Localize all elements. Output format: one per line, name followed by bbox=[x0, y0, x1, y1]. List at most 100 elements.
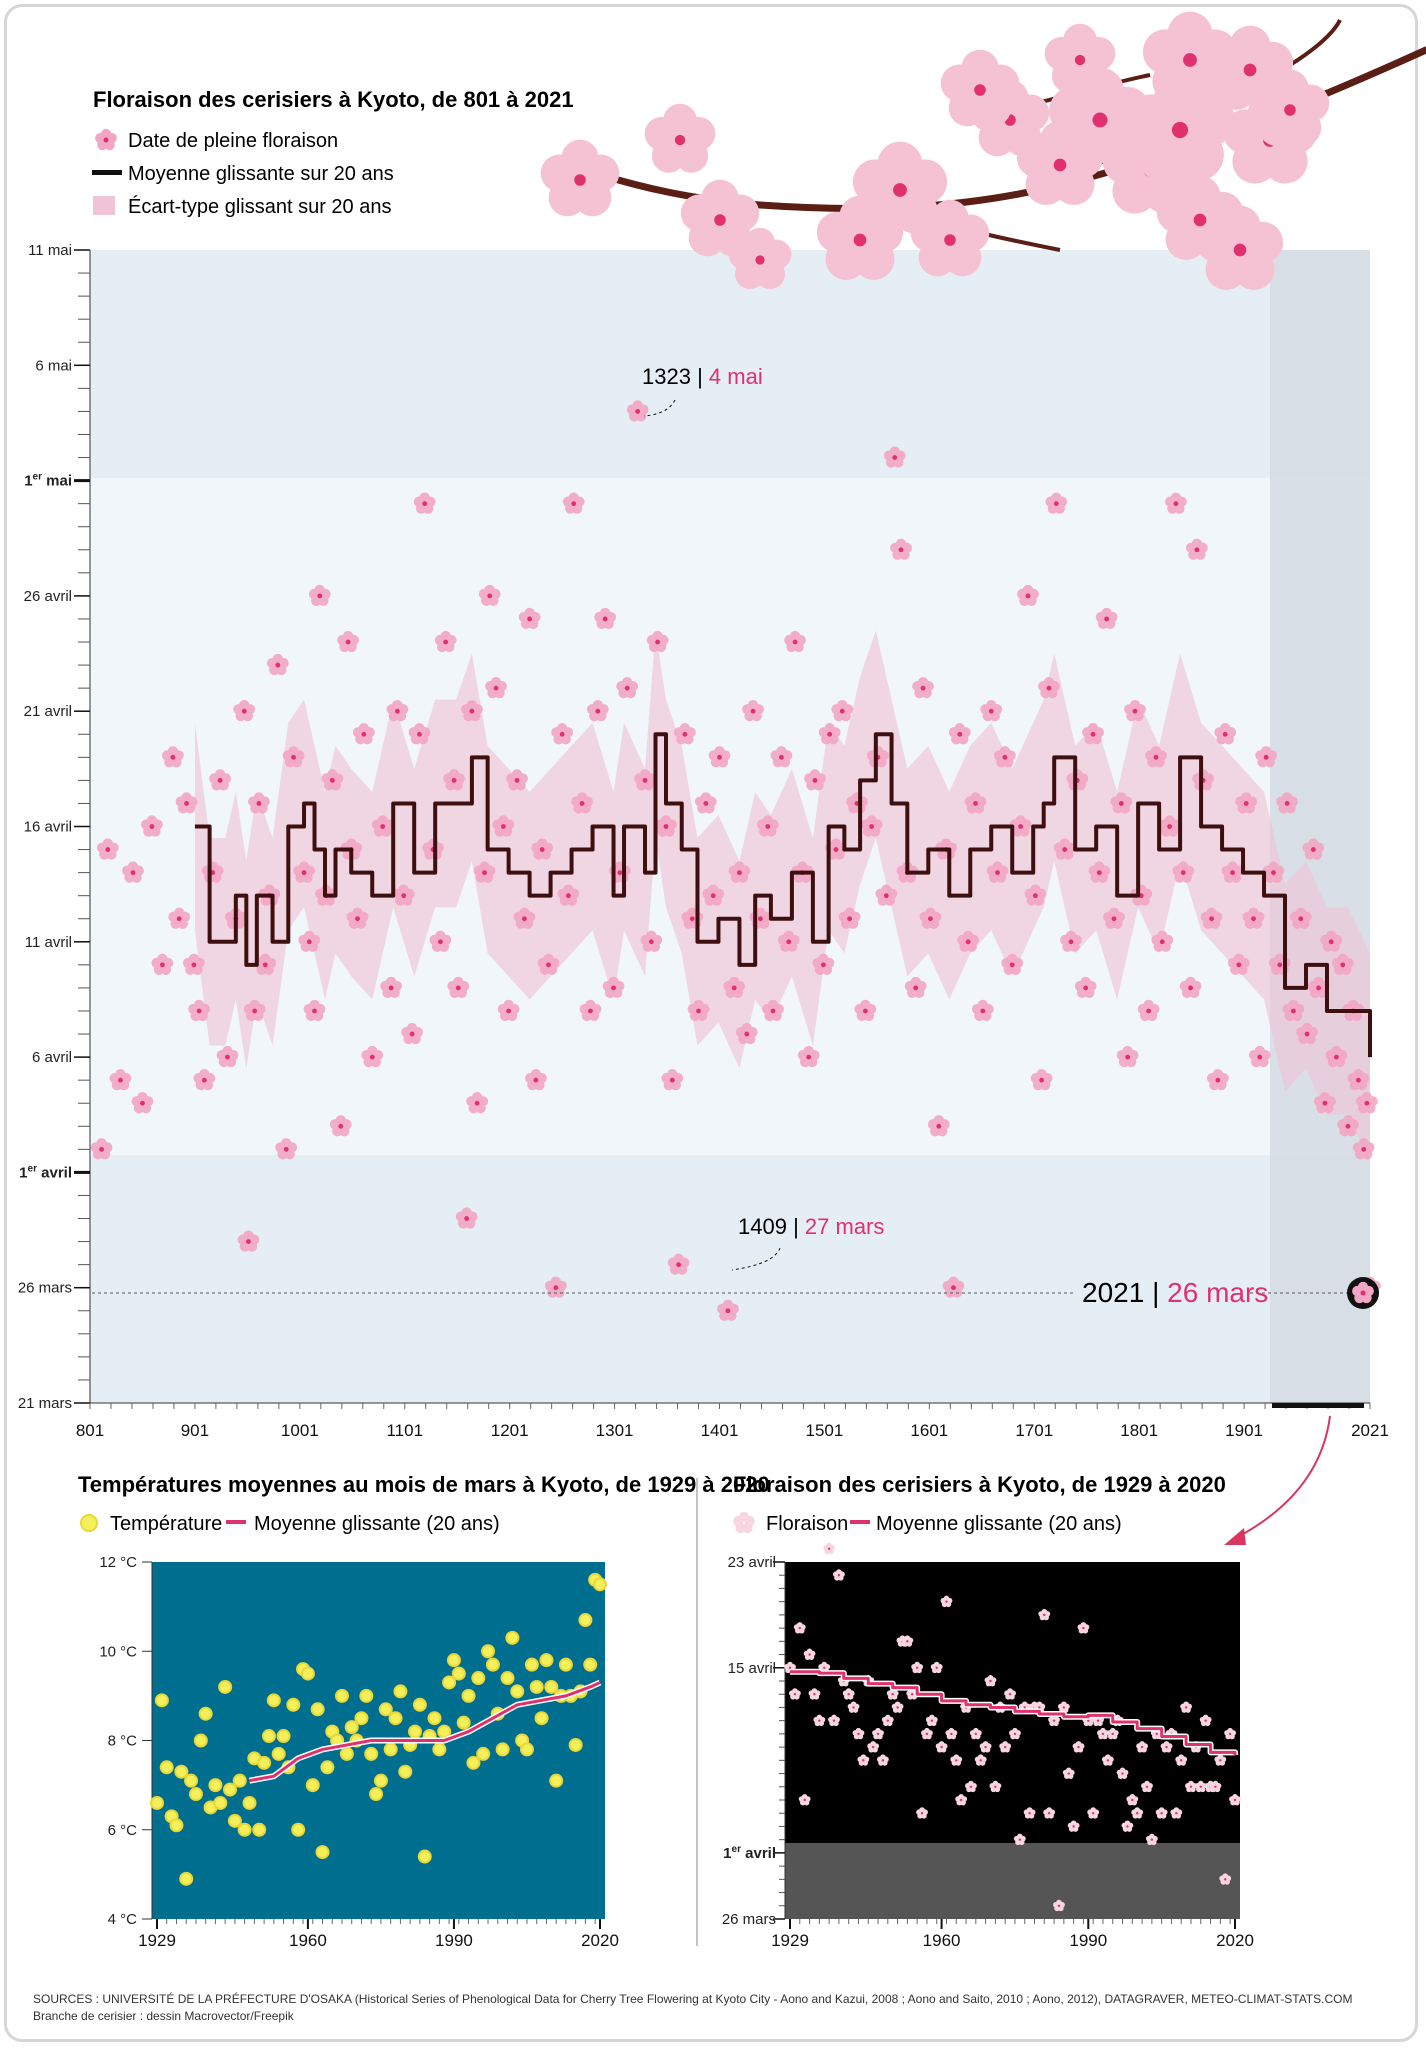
temp-y-tick-label: 4 °C bbox=[108, 1911, 138, 1928]
legend-sun-icon bbox=[80, 1514, 98, 1532]
bloom-point bbox=[831, 700, 854, 722]
bloom-point bbox=[1206, 1068, 1229, 1091]
bloom-point bbox=[434, 630, 457, 653]
temp-point bbox=[378, 1702, 393, 1717]
recent-bloom-point bbox=[1097, 1727, 1109, 1740]
x-tick-label: 1301 bbox=[596, 1421, 634, 1440]
temp-mean-line bbox=[249, 1681, 601, 1783]
bloom-point bbox=[275, 1138, 298, 1160]
bloom-point bbox=[209, 769, 231, 791]
y-tick-label: 6 mai bbox=[35, 357, 72, 374]
temp-point bbox=[257, 1755, 272, 1770]
bloom-point bbox=[161, 746, 184, 768]
branch-blossom bbox=[910, 199, 990, 277]
temp-point bbox=[291, 1822, 306, 1837]
recent-bloom-point bbox=[1155, 1807, 1168, 1819]
recent-title: Floraison des cerisiers à Kyoto, de 1929… bbox=[733, 1472, 1226, 1497]
recent-bloom-point bbox=[1116, 1767, 1129, 1779]
recent-before-april-band bbox=[785, 1843, 1240, 1919]
y-tick-label: 26 avril bbox=[24, 588, 72, 605]
bloom-point bbox=[812, 953, 835, 975]
bloom-point bbox=[1331, 953, 1354, 975]
annotation-2021-year: 2021 bbox=[1082, 1277, 1144, 1308]
mean-line bbox=[194, 732, 1372, 1058]
bloom-point bbox=[1103, 907, 1125, 929]
temp-point bbox=[446, 1653, 461, 1668]
recent-bloom-point bbox=[1141, 1780, 1153, 1793]
temp-y-tick-label: 6 °C bbox=[108, 1822, 138, 1839]
temp-point bbox=[359, 1688, 374, 1703]
recent-bloom-point bbox=[847, 1701, 860, 1713]
bloom-point bbox=[562, 492, 585, 514]
temp-point bbox=[539, 1653, 554, 1668]
bloom-point bbox=[1185, 538, 1208, 560]
bloom-point bbox=[762, 999, 784, 1022]
bloom-point bbox=[1337, 1115, 1359, 1137]
recent-bloom-point bbox=[813, 1714, 826, 1727]
bloom-point bbox=[964, 792, 987, 814]
recent-bloom-point bbox=[925, 1714, 938, 1727]
temp-point bbox=[451, 1666, 466, 1681]
bloom-point bbox=[694, 792, 717, 814]
bloom-point bbox=[329, 1115, 352, 1137]
bloom-point bbox=[1045, 492, 1068, 514]
y-tick-label: 1er avril bbox=[19, 1163, 72, 1181]
temp-x-tick-label: 1990 bbox=[435, 1931, 473, 1950]
bloom-point bbox=[537, 953, 560, 975]
bloom-point bbox=[655, 815, 677, 837]
recent-bloom-point bbox=[1219, 1873, 1232, 1885]
recent-bloom-point bbox=[1057, 1701, 1070, 1713]
temp-point bbox=[432, 1742, 447, 1757]
annotation-1323-year: 1323 bbox=[642, 364, 691, 389]
bloom-point bbox=[890, 538, 912, 560]
temperature-chart: Températures moyennes au mois de mars à … bbox=[78, 1472, 770, 1950]
recent-bloom-point bbox=[788, 1688, 801, 1700]
annotation-1409-date: 27 mars bbox=[805, 1214, 884, 1239]
bloom-point bbox=[531, 838, 554, 860]
temp-y-tick-label: 10 °C bbox=[99, 1643, 137, 1660]
bloom-point bbox=[551, 723, 574, 745]
temp-point bbox=[286, 1697, 301, 1712]
bloom-point bbox=[233, 700, 256, 722]
bloom-point bbox=[321, 769, 344, 791]
credits-line: Branche de cerisier : dessin Macrovector… bbox=[33, 2009, 295, 2023]
temp-point bbox=[583, 1657, 598, 1672]
temp-point bbox=[242, 1795, 257, 1810]
bloom-point bbox=[777, 930, 800, 952]
bloom-point bbox=[131, 1092, 154, 1114]
recent-period-bracket bbox=[1272, 1403, 1364, 1408]
bloom-point bbox=[986, 861, 1009, 883]
bloom-point bbox=[254, 953, 277, 975]
legend-bloom: Date de pleine floraison bbox=[95, 128, 338, 152]
temp-point bbox=[471, 1671, 486, 1686]
bloom-point bbox=[478, 584, 501, 606]
recent-x-tick-label: 2020 bbox=[1216, 1931, 1254, 1950]
recent-bloom-point bbox=[784, 1661, 796, 1674]
legend-std: Écart-type glissant sur 20 ans bbox=[93, 195, 391, 218]
bloom-point bbox=[980, 700, 1003, 722]
recent-bloom-point bbox=[1150, 1727, 1163, 1740]
bloom-point bbox=[90, 1138, 113, 1160]
temp-point bbox=[593, 1577, 607, 1592]
bloom-point bbox=[182, 953, 205, 975]
temp-point bbox=[466, 1755, 481, 1770]
branch-blossom bbox=[1125, 73, 1235, 181]
x-tick-label: 1201 bbox=[491, 1421, 529, 1440]
temp-x-tick-label: 1929 bbox=[138, 1931, 176, 1950]
bloom-point bbox=[346, 907, 369, 929]
zoom-arrow bbox=[1231, 1415, 1331, 1541]
recent-bloom-point bbox=[901, 1635, 914, 1647]
recent-bloom-point bbox=[1082, 1714, 1095, 1727]
temp-point bbox=[519, 1742, 534, 1757]
temp-point bbox=[232, 1773, 247, 1788]
temp-point bbox=[315, 1845, 330, 1860]
recent-bloom-point bbox=[1175, 1754, 1188, 1766]
y-axis: 11 mai 6 mai 1er mai 26 avril 21 avril 16 avr… bbox=[18, 242, 91, 1412]
temp-point bbox=[364, 1746, 379, 1761]
recent-bloom-point bbox=[1145, 1833, 1158, 1846]
bloom-point bbox=[854, 999, 877, 1022]
recent-bloom-point bbox=[1160, 1741, 1173, 1753]
bloom-point bbox=[1214, 723, 1237, 745]
temp-x-tick-label: 2020 bbox=[581, 1931, 619, 1950]
recent-bloom-point bbox=[974, 1754, 987, 1766]
